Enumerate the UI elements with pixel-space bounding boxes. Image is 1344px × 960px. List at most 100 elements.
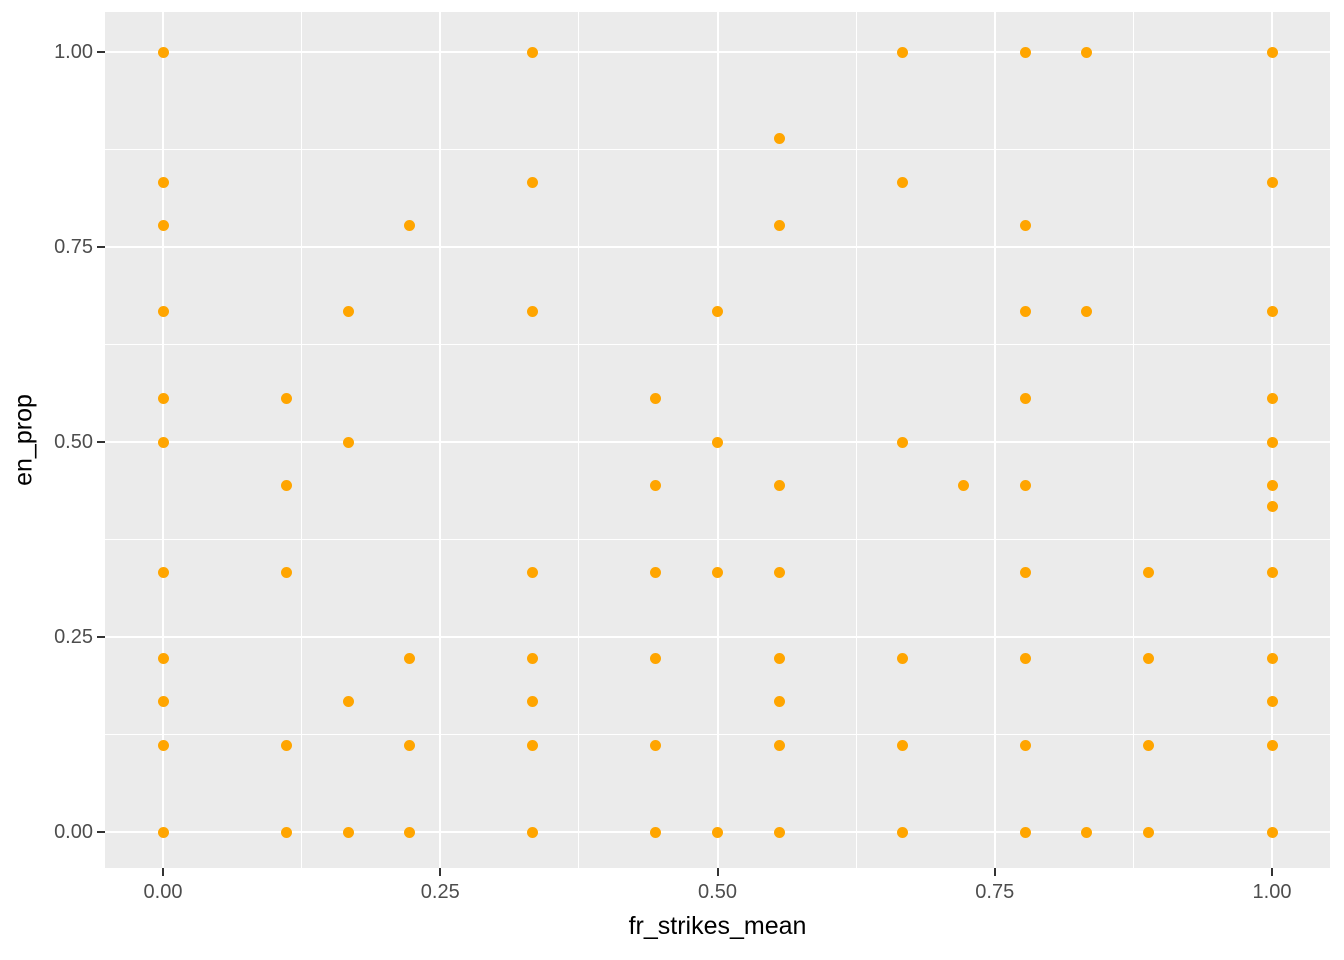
data-point bbox=[649, 739, 661, 751]
data-point bbox=[1266, 566, 1278, 578]
data-point bbox=[712, 306, 723, 318]
data-point bbox=[1020, 306, 1032, 318]
data-point bbox=[1020, 739, 1032, 751]
y-tick-mark bbox=[97, 636, 105, 638]
data-point bbox=[1020, 566, 1032, 578]
y-tick-mark bbox=[97, 831, 105, 833]
plot-panel bbox=[105, 12, 1330, 868]
data-point bbox=[774, 739, 786, 751]
data-point bbox=[526, 306, 538, 318]
data-point bbox=[774, 480, 786, 492]
data-point bbox=[342, 306, 354, 318]
data-point bbox=[774, 219, 786, 231]
data-point bbox=[649, 653, 661, 665]
minor-gridline-vertical bbox=[1132, 12, 1134, 868]
x-tick-mark bbox=[439, 868, 442, 876]
minor-gridline-vertical bbox=[301, 12, 303, 868]
data-point bbox=[1266, 480, 1278, 492]
data-point bbox=[403, 653, 415, 665]
data-point bbox=[526, 696, 538, 708]
data-point bbox=[342, 826, 354, 838]
data-point bbox=[958, 480, 970, 492]
data-point bbox=[712, 826, 723, 838]
data-point bbox=[157, 826, 169, 838]
data-point bbox=[774, 566, 786, 578]
data-point bbox=[1020, 46, 1032, 58]
y-tick-label: 0.25 bbox=[54, 626, 93, 648]
data-point bbox=[1020, 392, 1032, 404]
data-point bbox=[1266, 306, 1278, 318]
data-point bbox=[774, 133, 786, 145]
data-point bbox=[526, 826, 538, 838]
data-point bbox=[897, 826, 909, 838]
x-tick-label: 0.25 bbox=[420, 881, 460, 903]
data-point bbox=[280, 739, 292, 751]
data-point bbox=[1266, 653, 1278, 665]
data-point bbox=[1266, 176, 1278, 188]
data-point bbox=[1020, 653, 1032, 665]
data-point bbox=[1143, 653, 1155, 665]
data-point bbox=[1143, 566, 1155, 578]
data-point bbox=[649, 566, 661, 578]
data-point bbox=[897, 176, 909, 188]
data-point bbox=[157, 219, 169, 231]
data-point bbox=[157, 653, 169, 665]
data-point bbox=[1266, 436, 1278, 448]
major-gridline-horizontal bbox=[105, 636, 1330, 638]
data-point bbox=[403, 219, 415, 231]
data-point bbox=[1081, 306, 1093, 318]
data-point bbox=[280, 392, 292, 404]
x-tick-mark bbox=[993, 868, 996, 876]
data-point bbox=[1081, 826, 1093, 838]
data-point bbox=[280, 480, 292, 492]
y-tick-mark bbox=[97, 51, 105, 53]
data-point bbox=[157, 436, 169, 448]
data-point bbox=[403, 826, 415, 838]
x-axis-title: fr_strikes_mean bbox=[628, 912, 807, 940]
data-point bbox=[897, 739, 909, 751]
data-point bbox=[1020, 219, 1032, 231]
data-point bbox=[649, 826, 661, 838]
data-point bbox=[526, 653, 538, 665]
major-gridline-vertical bbox=[993, 12, 996, 868]
data-point bbox=[649, 392, 661, 404]
data-point bbox=[897, 46, 909, 58]
data-point bbox=[649, 480, 661, 492]
x-tick-mark bbox=[716, 868, 719, 876]
data-point bbox=[157, 176, 169, 188]
data-point bbox=[774, 696, 786, 708]
major-gridline-horizontal bbox=[105, 246, 1330, 248]
data-point bbox=[342, 436, 354, 448]
data-point bbox=[897, 653, 909, 665]
data-point bbox=[280, 566, 292, 578]
data-point bbox=[157, 696, 169, 708]
x-tick-label: 1.00 bbox=[1252, 881, 1292, 903]
major-gridline-vertical bbox=[439, 12, 442, 868]
data-point bbox=[774, 653, 786, 665]
data-point bbox=[1143, 826, 1155, 838]
data-point bbox=[1266, 392, 1278, 404]
y-tick-mark bbox=[97, 441, 105, 443]
data-point bbox=[1266, 46, 1278, 58]
data-point bbox=[1266, 826, 1278, 838]
data-point bbox=[157, 392, 169, 404]
minor-gridline-vertical bbox=[578, 12, 580, 868]
data-point bbox=[157, 566, 169, 578]
minor-gridline-vertical bbox=[855, 12, 857, 868]
data-point bbox=[157, 739, 169, 751]
y-tick-mark bbox=[97, 246, 105, 248]
data-point bbox=[157, 306, 169, 318]
data-point bbox=[774, 826, 786, 838]
data-point bbox=[1266, 501, 1278, 513]
data-point bbox=[280, 826, 292, 838]
data-point bbox=[897, 436, 909, 448]
data-point bbox=[1143, 739, 1155, 751]
data-point bbox=[1020, 826, 1032, 838]
x-tick-mark bbox=[1271, 868, 1273, 876]
data-point bbox=[1020, 480, 1032, 492]
data-point bbox=[712, 436, 723, 448]
y-tick-label: 0.00 bbox=[54, 821, 93, 843]
y-tick-label: 0.75 bbox=[54, 236, 93, 258]
y-tick-label: 1.00 bbox=[54, 41, 93, 63]
